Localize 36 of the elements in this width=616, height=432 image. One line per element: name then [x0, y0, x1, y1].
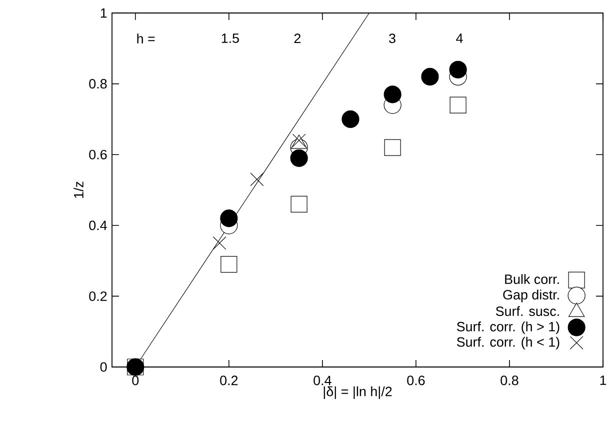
point — [449, 60, 467, 78]
x-tick-label: 0.4 — [314, 376, 332, 386]
point — [450, 96, 466, 114]
x-tick-label: 1 — [600, 376, 606, 385]
annotation: h = — [137, 34, 155, 44]
x-tick-label: 0.2 — [220, 376, 238, 386]
point — [220, 210, 238, 228]
x-tick-label: 0.6 — [407, 376, 425, 386]
y-tick-label: 0.6 — [89, 150, 107, 160]
legend-label: Bulk corr. — [505, 274, 559, 284]
point — [290, 196, 308, 212]
x-tick-label: 0.8 — [500, 376, 518, 386]
point — [250, 172, 264, 186]
point — [384, 139, 401, 156]
x-tick-label: 0 — [132, 376, 139, 386]
y-tick-label: 0.8 — [89, 79, 107, 89]
legend-label: Surf. susc. — [496, 306, 559, 316]
x2-tick-label: 4 — [456, 34, 463, 43]
y-tick-label: 0.2 — [89, 291, 107, 301]
legend-label: Surf. corr. (h > 1) — [456, 322, 560, 334]
point — [421, 68, 439, 86]
x2-tick-label: 1.5 — [222, 34, 239, 43]
y-tick-label: 0.4 — [89, 220, 107, 230]
y-axis-title: 1/z — [74, 182, 84, 198]
y-tick-label: 0 — [100, 362, 107, 372]
x2-tick-label: 2 — [294, 34, 300, 43]
legend-label: Surf. corr. (h < 1) — [456, 336, 560, 350]
point — [342, 110, 360, 128]
x-axis-title: |δ| = |ln h|/2 — [324, 386, 392, 399]
point — [384, 86, 402, 104]
point — [220, 256, 238, 273]
point — [290, 149, 308, 167]
point — [212, 236, 226, 250]
legend-label: Gap distr. — [503, 290, 559, 302]
y-tick-label: 1 — [100, 8, 107, 18]
x2-tick-label: 3 — [389, 34, 396, 44]
